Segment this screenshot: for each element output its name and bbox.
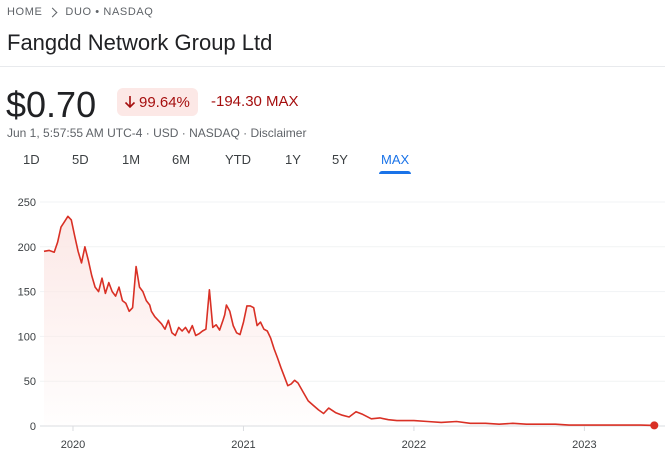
arrow-down-icon [124, 96, 136, 109]
y-tick-label: 50 [24, 376, 36, 388]
x-tick-label: 2020 [61, 439, 85, 451]
chevron-right-icon [47, 7, 58, 17]
tab-1d[interactable]: 1D [23, 152, 40, 167]
breadcrumb-ticker: DUO • NASDAQ [65, 6, 154, 18]
y-tick-label: 200 [18, 242, 36, 254]
current-price-dot [650, 421, 659, 430]
current-price: $0.70 [6, 84, 97, 125]
x-tick-label: 2023 [572, 439, 596, 451]
page-title: Fangdd Network Group Ltd [7, 30, 273, 55]
tab-1y[interactable]: 1Y [285, 152, 301, 167]
header-divider [0, 66, 665, 67]
y-tick-label: 100 [18, 331, 36, 343]
quote-meta: Jun 1, 5:57:55 AM UTC-4 · USD · NASDAQ ·… [7, 126, 306, 140]
x-tick-label: 2021 [231, 439, 255, 451]
change-percent-value: 99.64% [139, 93, 190, 111]
tab-5y[interactable]: 5Y [332, 152, 348, 167]
price-line [43, 215, 655, 427]
change-percent-badge: 99.64% [117, 88, 198, 116]
y-tick-label: 0 [30, 421, 36, 433]
tab-ytd[interactable]: YTD [225, 152, 251, 167]
breadcrumb: HOME DUO • NASDAQ [7, 6, 153, 18]
y-tick-label: 250 [18, 197, 36, 209]
tab-5d[interactable]: 5D [72, 152, 89, 167]
meta-separator: · [178, 126, 190, 140]
breadcrumb-home-link[interactable]: HOME [7, 6, 43, 18]
tab-max[interactable]: MAX [381, 152, 410, 167]
quote-timestamp: Jun 1, 5:57:55 AM UTC-4 [7, 126, 143, 140]
quote-currency: USD [153, 126, 179, 140]
tab-6m[interactable]: 6M [172, 152, 191, 167]
y-tick-label: 150 [18, 287, 36, 299]
tab-1m[interactable]: 1M [122, 152, 141, 167]
meta-separator: · [239, 126, 251, 140]
quote-exchange: NASDAQ [189, 126, 240, 140]
price-chart[interactable]: 0 50 100 150 200 250 2020 2021 2022 2023 [0, 180, 665, 459]
active-tab-indicator [379, 171, 411, 174]
change-absolute: -194.30 MAX [211, 93, 299, 110]
x-tick-label: 2022 [402, 439, 426, 451]
meta-separator: · [142, 126, 154, 140]
disclaimer-link[interactable]: Disclaimer [250, 126, 307, 140]
price-area [44, 216, 655, 426]
